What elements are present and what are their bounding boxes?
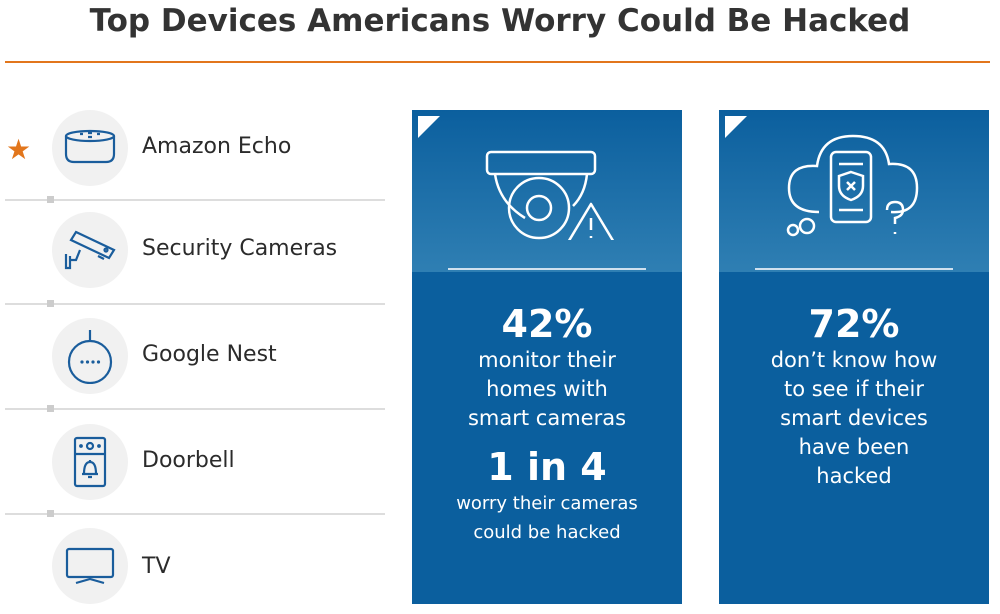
divider <box>5 510 385 517</box>
stat-value: 42% <box>501 302 593 346</box>
stat-value: 1 in 4 <box>487 445 607 489</box>
page-title: Top Devices Americans Worry Could Be Hac… <box>89 3 911 39</box>
stat-card-cameras: 42% monitor their homes with smart camer… <box>412 110 682 604</box>
stat-text: hacked <box>816 464 892 488</box>
corner-mark <box>725 116 747 138</box>
title-divider <box>5 61 990 63</box>
google-nest-icon <box>52 318 128 394</box>
stat-text: have been <box>798 435 910 459</box>
stat-text: don’t know how <box>770 348 938 372</box>
device-row-amazon-echo: Amazon Echo <box>0 98 390 198</box>
device-label: Doorbell <box>142 448 235 473</box>
stat-text: homes with <box>486 377 608 401</box>
device-row-security-cameras: Security Cameras <box>0 200 390 300</box>
device-label: Amazon Echo <box>142 134 292 159</box>
stat-text: could be hacked <box>473 522 621 543</box>
dome-camera-warning-icon <box>412 140 682 240</box>
stat-text: smart devices <box>780 406 928 430</box>
tv-icon <box>52 528 128 604</box>
star-icon: ★ <box>6 133 32 166</box>
divider <box>5 300 385 307</box>
doorbell-icon <box>52 424 128 500</box>
stat-value: 72% <box>808 302 900 346</box>
device-row-doorbell: Doorbell <box>0 410 390 510</box>
stat-text: to see if their <box>783 377 925 401</box>
stat-text: worry their cameras <box>456 493 638 514</box>
echo-speaker-icon <box>52 110 128 186</box>
stat-text: smart cameras <box>467 406 627 430</box>
device-label: Google Nest <box>142 342 277 367</box>
security-camera-icon <box>52 212 128 288</box>
device-label: TV <box>142 554 171 579</box>
divider <box>5 405 385 412</box>
device-label: Security Cameras <box>142 236 338 261</box>
cloud-phone-shield-question-icon <box>719 130 989 250</box>
stat-card-hacked: 72% don’t know how to see if their smart… <box>719 110 989 604</box>
stat-text: monitor their <box>478 348 616 372</box>
divider <box>5 196 385 203</box>
corner-mark <box>418 116 440 138</box>
device-row-tv: TV <box>0 514 390 614</box>
device-row-google-nest: Google Nest <box>0 304 390 404</box>
